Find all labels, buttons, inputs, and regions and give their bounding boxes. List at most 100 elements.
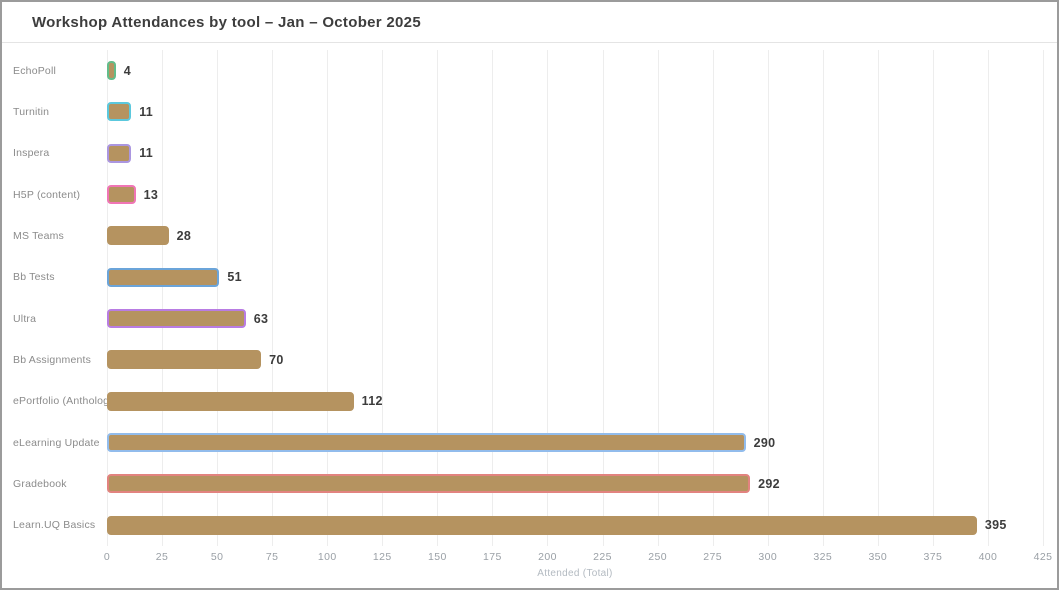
value-label: 112 <box>361 394 383 409</box>
bar-row: Turnitin 11 <box>2 91 1043 132</box>
x-tick-label: 200 <box>538 551 557 563</box>
bar-chart: EchoPoll 4 Turnitin 11 Inspera 11 H5P (content… <box>2 43 1057 583</box>
category-label: MS Teams <box>13 229 65 242</box>
bar-track: 290 <box>107 422 1043 463</box>
gridline <box>712 50 714 546</box>
category-label: Inspera <box>13 147 50 160</box>
bar-row: EchoPoll 4 <box>2 50 1043 91</box>
category-label: eLearning Update <box>13 436 100 449</box>
value-label: 11 <box>139 104 154 119</box>
bar[interactable] <box>107 391 354 411</box>
gridline <box>162 50 164 546</box>
gridline <box>987 50 989 546</box>
bar-track: 51 <box>107 257 1043 298</box>
x-tick-label: 425 <box>1033 551 1053 563</box>
x-tick-label: 250 <box>648 551 667 563</box>
bar[interactable] <box>107 102 132 122</box>
x-tick-label: 375 <box>923 551 943 563</box>
gridline <box>932 50 934 546</box>
bar-row: MS Teams 28 <box>2 215 1043 256</box>
bar-row: Ultra 63 <box>2 298 1043 339</box>
bar-track: 395 <box>107 505 1043 546</box>
category-label: ePortfolio (Anthology <box>13 395 107 408</box>
bar-track: 112 <box>107 381 1043 422</box>
gridline <box>382 50 384 546</box>
gridline <box>822 50 824 546</box>
category-label: Turnitin <box>13 105 50 118</box>
bar-row: H5P (content) 13 <box>2 174 1043 215</box>
gridline <box>107 50 108 546</box>
x-axis: 0 25 50 75 100 125 150 175 200 225 250 275 300 325 350… <box>104 546 1052 568</box>
bar-row: eLearning Update 290 <box>2 422 1043 463</box>
gridline <box>877 50 879 546</box>
gridline <box>547 50 549 546</box>
gridlines-layer <box>107 50 1044 546</box>
gridline <box>767 50 769 546</box>
x-tick-label: 300 <box>758 551 778 563</box>
bar[interactable] <box>107 433 746 453</box>
x-tick-label: 400 <box>978 551 998 563</box>
category-label: Gradebook <box>13 477 67 490</box>
category-label: EchoPoll <box>13 64 57 77</box>
category-label: Learn.UQ Basics <box>13 519 96 532</box>
value-label: 51 <box>227 270 242 285</box>
bar[interactable] <box>107 350 262 370</box>
bar-row: Inspera 11 <box>2 133 1043 174</box>
chart-title: Workshop Attendances by tool – Jan – Oct… <box>32 13 421 31</box>
bar[interactable] <box>107 226 169 246</box>
gridline <box>492 50 494 546</box>
chart-title-bar: Workshop Attendances by tool – Jan – Oct… <box>2 2 1057 43</box>
x-tick-label: 125 <box>372 551 392 563</box>
bar-track: 13 <box>107 174 1043 215</box>
value-label: 11 <box>139 146 154 161</box>
bar[interactable] <box>107 474 751 494</box>
bar[interactable] <box>107 61 116 81</box>
bar-rows: EchoPoll 4 Turnitin 11 Inspera 11 H5P (content… <box>2 50 1043 546</box>
category-label: Ultra <box>13 312 37 325</box>
bar-row: Bb Tests 51 <box>2 257 1043 298</box>
gridline <box>1043 50 1044 546</box>
bar[interactable] <box>107 185 136 205</box>
gridline <box>272 50 274 546</box>
value-label: 395 <box>984 518 1007 533</box>
gridline <box>217 50 219 546</box>
bar-track: 70 <box>107 339 1043 380</box>
value-label: 4 <box>123 63 132 78</box>
x-tick-label: 100 <box>317 551 337 563</box>
bar[interactable] <box>107 143 132 163</box>
bar[interactable] <box>107 309 246 329</box>
value-label: 28 <box>176 228 192 243</box>
bar-row: Bb Assignments 70 <box>2 339 1043 380</box>
bar[interactable] <box>107 267 220 287</box>
value-label: 292 <box>758 476 780 491</box>
value-label: 63 <box>253 311 269 326</box>
x-tick-label: 350 <box>868 551 888 563</box>
x-tick-label: 150 <box>427 551 447 563</box>
value-label: 13 <box>143 187 159 202</box>
gridline <box>437 50 439 546</box>
category-label: Bb Assignments <box>13 353 92 366</box>
plot-area: EchoPoll 4 Turnitin 11 Inspera 11 H5P (content… <box>2 50 1044 546</box>
x-tick-label: 175 <box>483 551 502 563</box>
x-tick-label: 50 <box>210 551 224 563</box>
value-label: 290 <box>753 435 776 450</box>
gridline <box>327 50 329 546</box>
gridline <box>657 50 659 546</box>
x-tick-label: 25 <box>155 551 169 563</box>
bar-track: 28 <box>107 215 1043 256</box>
x-tick-label: 275 <box>703 551 723 563</box>
category-label: Bb Tests <box>13 271 55 284</box>
bar-row: ePortfolio (Anthology 112 <box>2 381 1043 422</box>
category-label: H5P (content) <box>13 188 81 201</box>
bar-track: 11 <box>107 91 1043 132</box>
x-tick-label: 75 <box>265 551 279 563</box>
bar-track: 4 <box>107 50 1043 91</box>
bar[interactable] <box>107 515 977 535</box>
bar-track: 63 <box>107 298 1043 339</box>
x-axis-label: Attended (Total) <box>537 568 613 579</box>
x-tick-label: 325 <box>813 551 833 563</box>
x-tick-label: 225 <box>593 551 612 563</box>
gridline <box>602 50 604 546</box>
bar-row: Gradebook 292 <box>2 463 1043 504</box>
